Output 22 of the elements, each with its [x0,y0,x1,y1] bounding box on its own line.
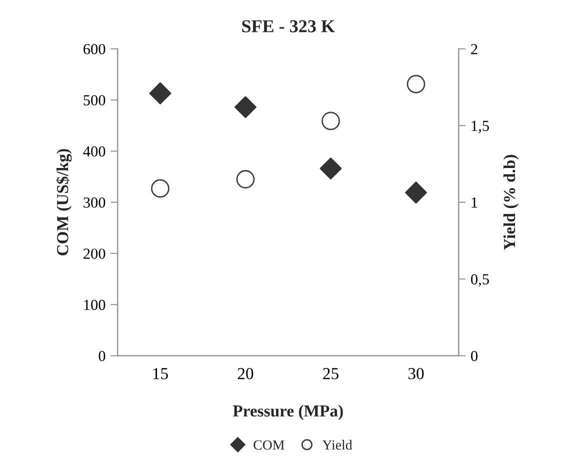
legend-label: Yield [322,440,352,450]
y2-axis-title: Yield (% d.b) [503,154,519,250]
chart-title: SFE - 323 K [242,20,335,32]
x-tick-label: 20 [238,368,254,380]
y2-tick-label: 0,5 [471,274,489,287]
x-tick-label: 25 [323,368,338,380]
x-axis-title: Pressure (MPa) [232,404,343,420]
y2-tick-label: 2 [471,44,478,54]
y2-tick-label: 0 [471,350,478,362]
y-tick-label: 100 [84,300,106,310]
legend-label: COM [254,440,284,450]
y-tick-label: 300 [84,197,106,208]
y2-tick-label: 1,5 [472,120,489,134]
y2-tick-label: 1 [472,197,478,208]
y-tick-label: 500 [84,95,106,106]
y-tick-label: 600 [84,44,106,54]
y-tick-label: 0 [98,350,106,362]
y-axis-title: COM (US$/kg) [56,149,72,256]
y-tick-label: 400 [83,146,106,157]
x-tick-label: 30 [408,368,424,380]
x-tick-label: 15 [153,368,168,380]
y-tick-label: 200 [84,248,106,259]
